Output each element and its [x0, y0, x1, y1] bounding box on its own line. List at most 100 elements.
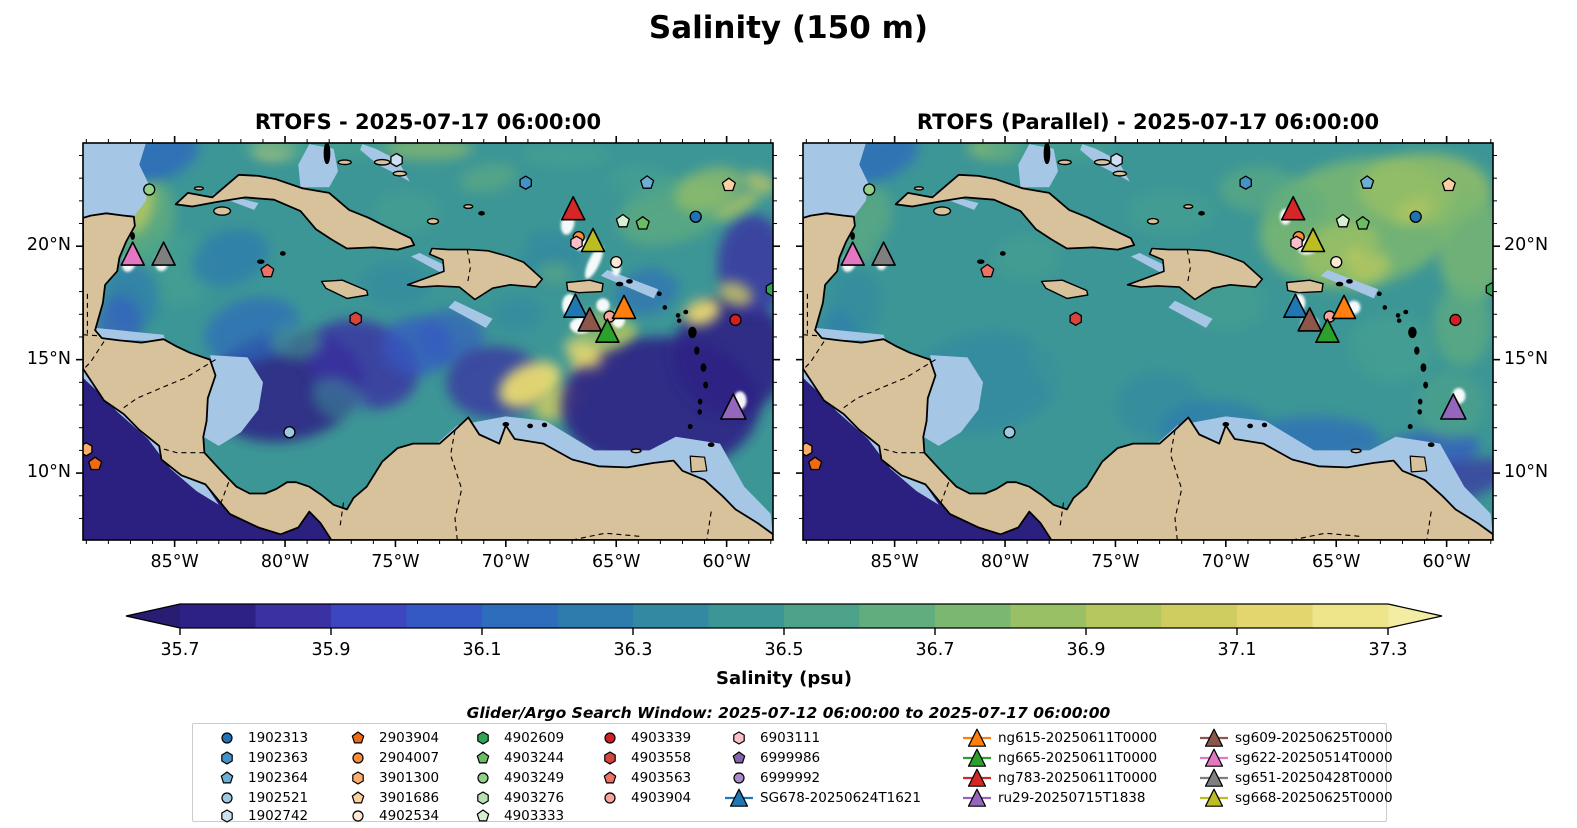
legend-item-6999992: 6999992 [724, 768, 820, 788]
legend-marker-4903244 [476, 750, 490, 763]
colorbar-tick-label: 37.1 [1217, 640, 1257, 660]
y-tick-label: 10°N [1504, 462, 1549, 483]
x-tick-label: 70°W [1201, 552, 1250, 572]
legend-marker-6999992 [733, 771, 745, 784]
triangle-marker-icon [725, 788, 753, 807]
marker-1902521 [283, 426, 296, 439]
legend-item-4903276: 4903276 [468, 788, 564, 808]
marker-sg609-20250625T0000 [577, 307, 603, 332]
y-tick-label: 15°N [1504, 348, 1549, 369]
triangle-marker-icon [1200, 768, 1228, 787]
marker-4903333 [1335, 213, 1350, 228]
legend-marker-4903558 [604, 750, 616, 765]
circle-marker-icon [477, 771, 489, 784]
legend-item-4902534: 4902534 [343, 806, 439, 826]
legend-marker-1902742 [221, 809, 233, 823]
marker-4903558 [1069, 311, 1082, 326]
marker-4903558 [349, 311, 362, 326]
legend-marker-ng615-20250611T0000 [967, 728, 987, 747]
legend-label: ng615-20250611T0000 [998, 729, 1158, 746]
colorbar-tick-label: 35.7 [160, 640, 200, 660]
legend-marker-4903249 [477, 771, 489, 784]
marker-SG678-20250624T1621 [1283, 293, 1308, 318]
circle-marker-icon [221, 791, 233, 804]
legend-item-4903904: 4903904 [595, 788, 691, 808]
legend-item-ng665-20250611T0000: ng665-20250611T0000 [962, 748, 1157, 768]
legend-marker-6903111 [733, 730, 745, 745]
marker-2903904 [808, 456, 823, 471]
legend-marker-1902313 [221, 731, 233, 744]
legend-marker-6999986 [732, 750, 746, 763]
legend-item-sg622-20250514T0000: sg622-20250514T0000 [1199, 748, 1393, 768]
marker-6903111 [570, 235, 583, 250]
triangle-marker-icon [963, 788, 991, 807]
marker-4903244 [635, 216, 650, 230]
y-tick-label: 15°N [26, 348, 71, 369]
legend-marker-sg668-20250625T0000 [1204, 788, 1224, 807]
marker-3901300 [803, 442, 813, 457]
legend-marker-ng665-20250611T0000 [967, 748, 987, 767]
x-tick-label: 70°W [481, 552, 530, 572]
legend-item-1902313: 1902313 [212, 728, 308, 748]
marker-1902364 [1360, 175, 1375, 189]
legend-label: ng783-20250611T0000 [998, 769, 1158, 786]
marker-1902742 [1110, 152, 1123, 168]
marker-6903111 [1290, 235, 1303, 250]
colorbar-tick-label: 35.9 [311, 640, 351, 660]
marker-sg651-20250428T0000 [151, 241, 176, 266]
legend-label: ng665-20250611T0000 [998, 749, 1158, 766]
marker-1902364 [640, 175, 655, 189]
legend-item-1902521: 1902521 [212, 788, 308, 808]
legend-marker-2903904 [351, 730, 365, 743]
legend-item-2904007: 2904007 [343, 748, 439, 768]
marker-ng783-20250611T0000 [1280, 195, 1306, 221]
circle-marker-icon [352, 810, 364, 822]
legend-item-4903333: 4903333 [468, 806, 564, 826]
legend-label: 3901300 [379, 769, 440, 786]
x-tick-label: 65°W [1312, 552, 1361, 572]
marker-3901686 [721, 177, 736, 192]
legend-item-4903339: 4903339 [595, 728, 691, 748]
circle-marker-icon [352, 751, 364, 764]
marker-sg651-20250428T0000 [871, 241, 896, 266]
legend-label: sg609-20250625T0000 [1235, 729, 1393, 746]
legend-label: 2903904 [379, 729, 440, 746]
legend-item-6999986: 6999986 [724, 748, 820, 768]
marker-SG678-20250624T1621 [563, 293, 588, 318]
pentagon-marker-icon [351, 730, 365, 743]
legend-label: 4903333 [504, 808, 565, 824]
triangle-marker-icon [963, 748, 991, 767]
legend-label: 1902363 [248, 749, 309, 766]
marker-sg668-20250625T0000 [1300, 227, 1326, 253]
legend-item-4903244: 4903244 [468, 748, 564, 768]
legend-label: 4902609 [504, 729, 565, 746]
colorbar-tick-label: 36.1 [462, 640, 502, 660]
marker-1902363 [519, 175, 532, 190]
legend-label: sg668-20250625T0000 [1235, 789, 1393, 806]
marker-2903904 [88, 456, 103, 471]
legend-item-ng783-20250611T0000: ng783-20250611T0000 [962, 768, 1157, 788]
y-tick-label: 20°N [26, 235, 71, 256]
panel-title-rtofs: RTOFS - 2025-07-17 06:00:00 [254, 110, 602, 134]
marker-ru29-20250715T1838 [1439, 393, 1467, 420]
hexagon-marker-icon [221, 750, 233, 765]
marker-4902534 [1330, 255, 1343, 269]
marker-4903563 [980, 263, 995, 278]
legend-label: 6999986 [760, 749, 821, 766]
search-window-text: Glider/Argo Search Window: 2025-07-12 06… [466, 704, 1111, 722]
hexagon-marker-icon [221, 809, 233, 823]
colorbar-tick-label: 36.7 [915, 640, 955, 660]
triangle-marker-icon [963, 768, 991, 787]
legend-item-3901686: 3901686 [343, 788, 439, 808]
marker-3901686 [1441, 177, 1456, 192]
map-ticks-0 [76, 136, 780, 547]
marker-1902313 [689, 210, 702, 223]
legend-label: 2904007 [379, 749, 440, 766]
marker-4903339 [729, 313, 742, 327]
legend-item-1902742: 1902742 [212, 806, 308, 826]
legend-marker-2904007 [352, 751, 364, 764]
legend-marker-4903276 [477, 790, 489, 805]
legend-item-1902364: 1902364 [212, 768, 308, 788]
legend-item-sg651-20250428T0000: sg651-20250428T0000 [1199, 768, 1393, 788]
